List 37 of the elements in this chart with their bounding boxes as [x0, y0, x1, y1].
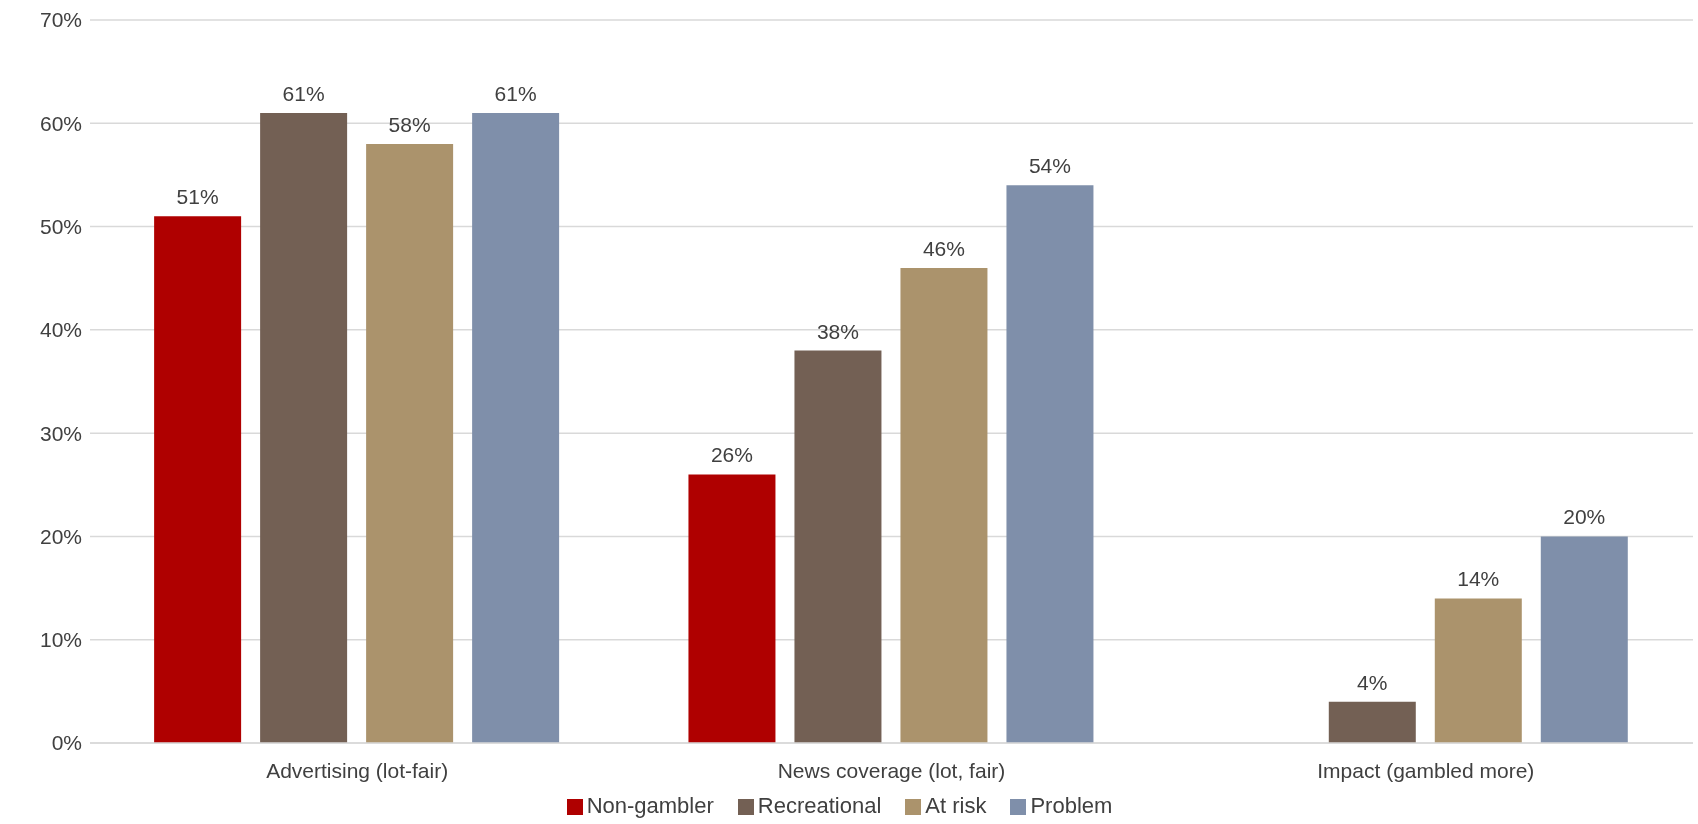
bar: [1328, 701, 1416, 743]
y-tick-label: 30%: [39, 421, 82, 445]
data-label: 61%: [282, 81, 325, 105]
y-tick-label: 20%: [39, 524, 82, 548]
data-label: 38%: [816, 319, 859, 343]
data-label: 51%: [176, 185, 219, 209]
bar: [472, 112, 560, 743]
data-label: 54%: [1028, 154, 1071, 178]
y-tick-label: 50%: [39, 215, 82, 239]
y-tick-label: 60%: [39, 111, 82, 135]
bar: [900, 267, 988, 743]
legend-label: Recreational: [757, 793, 882, 818]
bar: [1006, 185, 1094, 743]
x-tick-label: News coverage (lot, fair): [777, 758, 1006, 782]
y-tick-label: 70%: [39, 8, 82, 32]
data-label: 58%: [388, 112, 431, 136]
legend-label: Problem: [1030, 793, 1113, 818]
bar: [1540, 536, 1628, 743]
data-label: 4%: [1357, 670, 1388, 694]
legend-label: Non-gambler: [586, 793, 714, 818]
data-label: 46%: [922, 236, 965, 260]
data-label: 14%: [1457, 567, 1500, 591]
data-label: 61%: [494, 81, 537, 105]
bar: [154, 216, 242, 743]
y-tick-label: 0%: [51, 731, 82, 755]
bar: [366, 143, 454, 743]
y-tick-label: 40%: [39, 318, 82, 342]
x-tick-label: Advertising (lot-fair): [266, 758, 449, 782]
bar: [260, 112, 348, 743]
data-label: 20%: [1563, 505, 1606, 529]
bar: [688, 474, 776, 743]
bar: [1434, 598, 1522, 743]
y-tick-label: 10%: [39, 628, 82, 652]
legend-label: At risk: [925, 793, 987, 818]
x-tick-label: Impact (gambled more): [1317, 758, 1535, 782]
bar: [794, 350, 882, 743]
data-label: 26%: [710, 443, 753, 467]
